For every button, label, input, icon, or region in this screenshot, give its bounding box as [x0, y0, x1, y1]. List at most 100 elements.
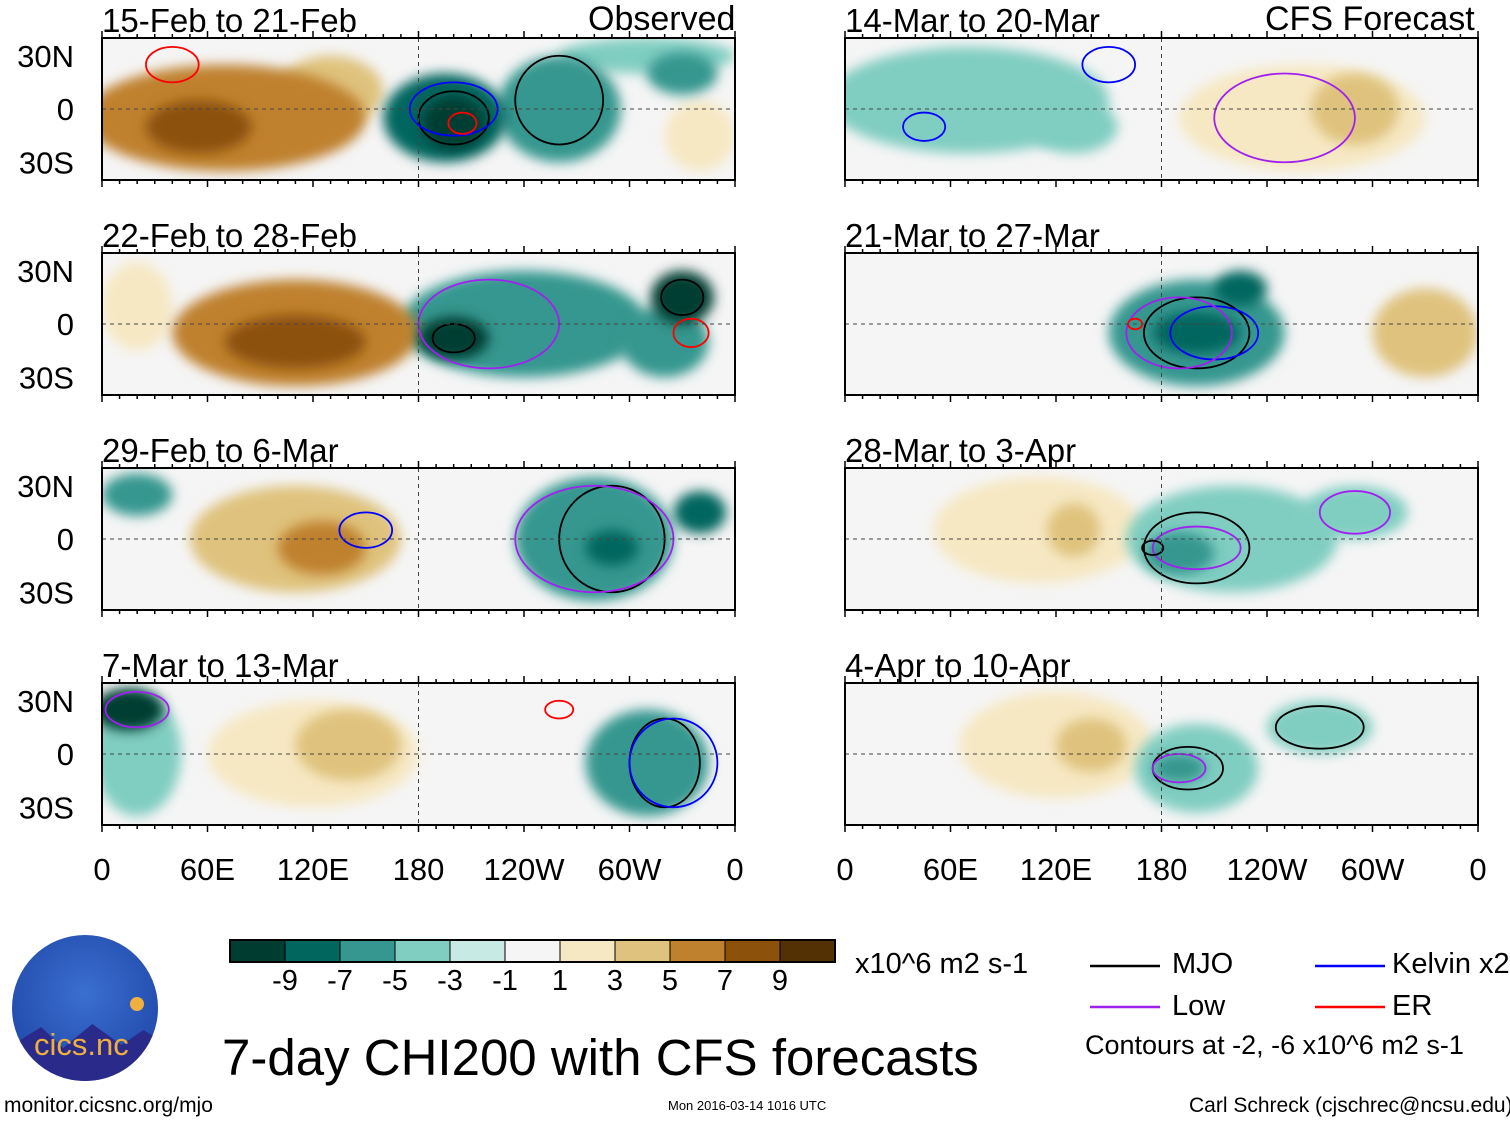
- source-url[interactable]: monitor.cicsnc.org/mjo: [4, 1094, 213, 1117]
- er-contour: [672, 317, 710, 348]
- anomaly-region: [1152, 754, 1206, 783]
- colorbar-swatch: [394, 939, 451, 963]
- er-contour: [145, 45, 200, 84]
- lon-tick-label: 120W: [1227, 852, 1309, 887]
- anomaly-region: [650, 270, 714, 324]
- anomaly-region: [102, 473, 173, 516]
- colorbar-tick-label: 7: [717, 965, 733, 997]
- colorbar-swatch: [504, 939, 561, 963]
- anomaly-region: [1372, 288, 1478, 378]
- map-panel: 15-Feb to 21-Feb 30N 0 30S: [17, 2, 736, 187]
- mjo-contour: [1143, 511, 1251, 585]
- lon-tick-label: 180: [393, 852, 445, 887]
- low-contour: [1151, 753, 1207, 784]
- anomaly-region: [1029, 100, 1118, 154]
- observed-header: Observed: [588, 0, 736, 38]
- er-contour: [544, 699, 575, 720]
- map-panel: 14-Mar to 20-Mar: [844, 2, 1479, 187]
- anomaly-region: [145, 100, 252, 154]
- anomaly-region: [418, 700, 595, 808]
- lat-tick-label: 30N: [17, 469, 74, 504]
- low-contour: [1125, 296, 1233, 370]
- colorbar-tick-label: -5: [382, 965, 408, 997]
- kelvin-contour: [628, 717, 719, 809]
- colorbar-swatch: [284, 939, 341, 963]
- lon-tick-label: 0: [836, 852, 853, 887]
- lat-tick-label: 30N: [17, 684, 74, 719]
- anomaly-region: [1302, 485, 1408, 539]
- lon-tick-label: 60E: [180, 852, 235, 887]
- colorbar-swatch: [779, 939, 836, 963]
- lon-tick-label: 0: [1469, 852, 1486, 887]
- colorbar-tick-label: 1: [552, 965, 568, 997]
- kelvin-contour: [1081, 45, 1137, 84]
- lon-tick-label: 180: [1136, 852, 1188, 887]
- author: Carl Schreck (cjschrec@ncsu.edu): [1189, 1094, 1510, 1117]
- mjo-contour: [514, 54, 605, 146]
- panel-title: 22-Feb to 28-Feb: [102, 217, 357, 254]
- kelvin-contour: [902, 111, 947, 142]
- anomaly-region: [1310, 73, 1399, 145]
- low-contour: [1151, 525, 1242, 571]
- mjo-contour: [1143, 296, 1251, 370]
- colorbar-tick-label: -7: [327, 965, 353, 997]
- panel-title: 7-Mar to 13-Mar: [102, 647, 339, 684]
- kelvin-contour: [338, 511, 394, 549]
- panel-title: 21-Mar to 27-Mar: [845, 217, 1100, 254]
- lat-tick-label: 0: [57, 307, 74, 342]
- lon-tick-label: 0: [93, 852, 110, 887]
- lat-tick-label: 30S: [19, 360, 74, 395]
- anomaly-region: [1267, 700, 1373, 754]
- map-panel: 7-Mar to 13-Mar 30N 0 30S: [17, 647, 736, 832]
- anomaly-region: [295, 709, 401, 781]
- colorbar-swatch: [669, 939, 726, 963]
- map-panel: 29-Feb to 6-Mar 30N 0 30S: [17, 432, 736, 617]
- lat-tick-label: 0: [57, 92, 74, 127]
- legend-low: Low: [1172, 990, 1226, 1022]
- mjo-contour: [417, 90, 490, 146]
- colorbar-swatch: [449, 939, 506, 963]
- anomaly-region: [1214, 270, 1267, 307]
- map-panel: 4-Apr to 10-Apr: [844, 647, 1479, 832]
- anomaly-region: [102, 688, 164, 731]
- colorbar-swatch: [339, 939, 396, 963]
- mjo-contour: [1141, 539, 1165, 556]
- panel-title: 14-Mar to 20-Mar: [845, 2, 1100, 39]
- lon-tick-label: 0: [726, 852, 743, 887]
- anomaly-region: [1047, 503, 1100, 557]
- lat-tick-label: 0: [57, 737, 74, 772]
- lat-tick-label: 30N: [17, 254, 74, 289]
- colorbar-tick-label: -1: [492, 965, 518, 997]
- anomaly-region: [647, 52, 718, 95]
- forecast-header: CFS Forecast: [1265, 0, 1475, 38]
- figure-title: 7-day CHI200 with CFS forecasts: [222, 1029, 979, 1086]
- colorbar-swatch: [229, 939, 286, 963]
- colorbar-tick-label: 3: [607, 965, 623, 997]
- legend-er: ER: [1392, 990, 1433, 1022]
- logo-text: cics.nc: [34, 1027, 129, 1062]
- panel-title: 4-Apr to 10-Apr: [845, 647, 1071, 684]
- anomaly-region: [664, 100, 735, 172]
- lat-tick-label: 30N: [17, 39, 74, 74]
- colorbar-tick-label: -3: [437, 965, 463, 997]
- colorbar-tick-label: 5: [662, 965, 678, 997]
- colorbar-tick-label: 9: [772, 965, 788, 997]
- anomaly-region: [932, 279, 1074, 351]
- panel-title: 28-Mar to 3-Apr: [845, 432, 1076, 469]
- lat-tick-label: 30S: [19, 145, 74, 180]
- anomaly-region: [102, 261, 173, 351]
- colorbar-swatch: [724, 939, 781, 963]
- low-contour: [1318, 490, 1391, 535]
- mjo-contour: [660, 278, 705, 317]
- map-panel: 28-Mar to 3-Apr: [844, 432, 1479, 617]
- map-panel: 22-Feb to 28-Feb 30N 0 30S: [17, 217, 736, 402]
- cicsnc-logo: cics.nc: [12, 935, 158, 1081]
- legend-mjo: MJO: [1172, 948, 1234, 980]
- colorbar-swatch: [559, 939, 616, 963]
- anomaly-region: [225, 315, 366, 369]
- anomaly-region: [673, 491, 727, 534]
- low-contour: [1213, 72, 1356, 164]
- lon-tick-label: 60E: [923, 852, 978, 887]
